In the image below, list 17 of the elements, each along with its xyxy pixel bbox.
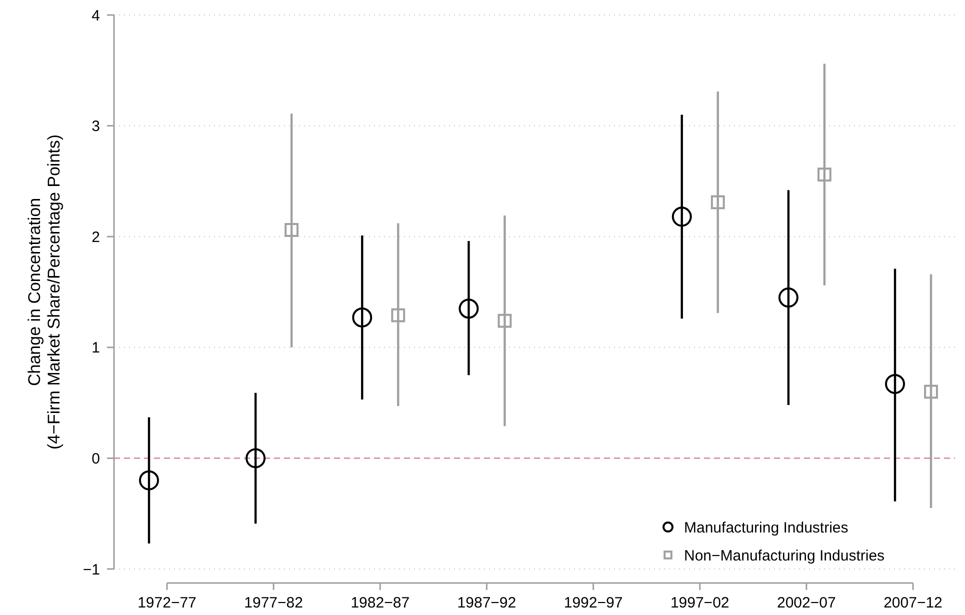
x-tick-label: 1997−02 bbox=[670, 594, 730, 612]
y-tick-label: 1 bbox=[92, 340, 100, 357]
y-tick-label: 3 bbox=[92, 118, 100, 136]
legend-label: Manufacturing Industries bbox=[684, 519, 848, 536]
x-tick-label: 1992−97 bbox=[564, 594, 623, 612]
y-tick-label: −1 bbox=[82, 561, 100, 578]
x-tick-label: 2002−07 bbox=[777, 594, 836, 612]
y-tick-label: 4 bbox=[92, 7, 100, 24]
x-tick-label: 2007−12 bbox=[884, 594, 942, 612]
x-tick-label: 1972−77 bbox=[138, 594, 196, 612]
x-tick-label: 1977−82 bbox=[244, 594, 303, 612]
x-tick-label: 1982−87 bbox=[350, 594, 410, 612]
y-tick-label: 2 bbox=[92, 228, 100, 246]
x-tick-label: 1987−92 bbox=[457, 594, 516, 612]
legend-label: Non−Manufacturing Industries bbox=[684, 547, 885, 564]
y-axis-title: Change in Concentration (4−Firm Market Share/Percentage Points) bbox=[25, 134, 64, 450]
y-tick-label: 0 bbox=[92, 450, 100, 468]
